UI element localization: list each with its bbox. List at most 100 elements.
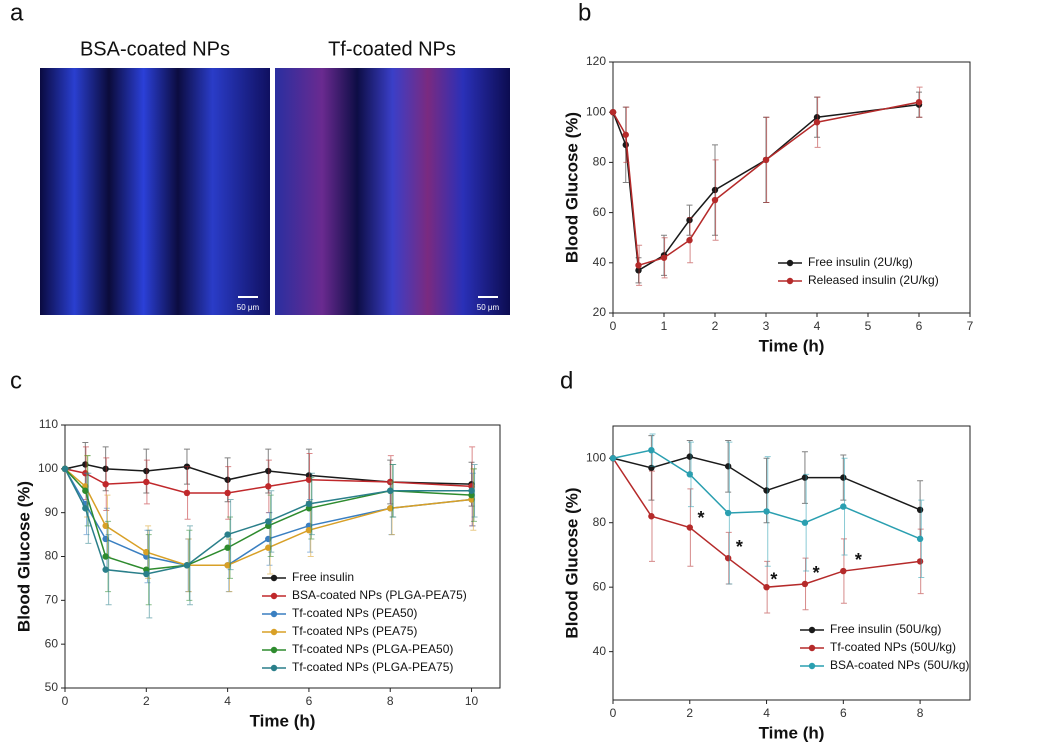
legend-marker xyxy=(270,592,278,600)
data-point xyxy=(305,472,313,479)
data-point xyxy=(102,480,109,488)
data-point xyxy=(840,474,847,481)
data-point xyxy=(686,453,693,460)
data-point xyxy=(82,505,89,512)
x-tick-label: 6 xyxy=(306,694,313,708)
data-point xyxy=(801,474,809,481)
y-tick-label: 50 xyxy=(45,680,59,694)
data-point xyxy=(840,567,847,575)
x-axis-label: Time (h) xyxy=(759,723,825,742)
x-tick-label: 4 xyxy=(224,694,231,708)
data-point xyxy=(468,487,475,494)
legend-marker xyxy=(808,626,816,634)
data-point xyxy=(813,114,821,121)
y-tick-label: 90 xyxy=(45,505,59,519)
legend-label: Tf-coated NPs (PLGA-PEA50) xyxy=(292,642,453,656)
x-tick-label: 2 xyxy=(686,706,693,720)
legend-label: Tf-coated NPs (PEA50) xyxy=(292,606,417,620)
data-point xyxy=(916,535,924,543)
legend-label: BSA-coated NPs (50U/kg) xyxy=(830,658,969,672)
panel-label: b xyxy=(578,0,591,26)
annotation: * xyxy=(855,550,862,570)
data-point xyxy=(265,518,272,525)
annotation: * xyxy=(813,563,820,583)
x-axis-label: Time (h) xyxy=(759,336,825,355)
data-point xyxy=(622,131,629,138)
data-point xyxy=(840,503,847,510)
legend-marker xyxy=(786,277,794,285)
data-point xyxy=(813,119,821,126)
data-point xyxy=(763,487,770,494)
x-tick-label: 0 xyxy=(610,319,617,333)
panel-label: c xyxy=(10,367,22,394)
x-tick-label: 2 xyxy=(712,319,719,333)
y-tick-label: 60 xyxy=(593,579,607,593)
y-tick-label: 40 xyxy=(593,255,607,269)
data-point xyxy=(468,496,475,503)
legend-label: Free insulin (50U/kg) xyxy=(830,622,941,636)
data-point xyxy=(724,554,732,562)
x-tick-label: 8 xyxy=(387,694,394,708)
legend-label: BSA-coated NPs (PLGA-PEA75) xyxy=(292,588,467,602)
series-line xyxy=(612,455,921,511)
legend-label: Free insulin xyxy=(292,570,354,584)
series-line xyxy=(612,457,921,588)
annotation: * xyxy=(697,508,704,528)
legend-marker xyxy=(808,662,816,670)
data-point xyxy=(724,463,732,470)
data-point xyxy=(711,196,719,204)
micrograph xyxy=(40,68,270,315)
data-point xyxy=(648,513,655,520)
x-tick-label: 8 xyxy=(917,706,924,720)
data-point xyxy=(143,478,150,486)
legend-label: Free insulin (2U/kg) xyxy=(808,255,913,269)
data-point xyxy=(224,544,231,551)
x-tick-label: 5 xyxy=(865,319,872,333)
data-point xyxy=(183,489,191,497)
data-point xyxy=(916,506,924,514)
panel-label: d xyxy=(560,367,573,394)
series-line xyxy=(64,468,472,494)
x-tick-label: 3 xyxy=(763,319,770,333)
data-point xyxy=(143,467,150,475)
data-point xyxy=(143,566,150,573)
data-point xyxy=(143,548,150,556)
data-point xyxy=(265,483,272,490)
scale-bar-label: 50 μm xyxy=(237,303,260,312)
data-point xyxy=(724,509,732,517)
x-tick-label: 2 xyxy=(143,694,150,708)
y-tick-label: 60 xyxy=(593,205,607,219)
x-tick-label: 6 xyxy=(916,319,923,333)
plot-frame xyxy=(612,61,971,314)
data-point xyxy=(711,186,719,194)
data-point xyxy=(387,505,394,512)
annotation: * xyxy=(770,569,777,589)
y-tick-label: 110 xyxy=(39,417,58,431)
data-point xyxy=(635,267,642,274)
data-point xyxy=(609,109,617,116)
x-tick-label: 0 xyxy=(610,706,617,720)
data-point xyxy=(102,553,109,560)
legend-label: Tf-coated NPs (PLGA-PEA75) xyxy=(292,660,453,674)
plot-frame xyxy=(612,425,971,701)
legend-marker xyxy=(270,664,278,672)
y-tick-label: 100 xyxy=(38,461,58,475)
data-point xyxy=(102,566,109,573)
annotation: * xyxy=(736,537,743,557)
data-point xyxy=(183,562,191,569)
series-line xyxy=(612,449,921,540)
data-point xyxy=(763,508,770,515)
legend-marker xyxy=(808,644,816,652)
y-axis-label: Blood Glucose (%) xyxy=(562,487,581,638)
series-line xyxy=(64,468,472,567)
legend-label: Tf-coated NPs (50U/kg) xyxy=(830,640,956,654)
data-point xyxy=(686,237,693,244)
legend-marker xyxy=(270,574,278,582)
data-point xyxy=(102,465,109,473)
data-point xyxy=(686,471,693,478)
data-point xyxy=(468,491,475,499)
data-point xyxy=(648,464,655,472)
data-point xyxy=(762,156,770,164)
legend-label: Released insulin (2U/kg) xyxy=(808,273,939,287)
data-point xyxy=(82,487,89,494)
